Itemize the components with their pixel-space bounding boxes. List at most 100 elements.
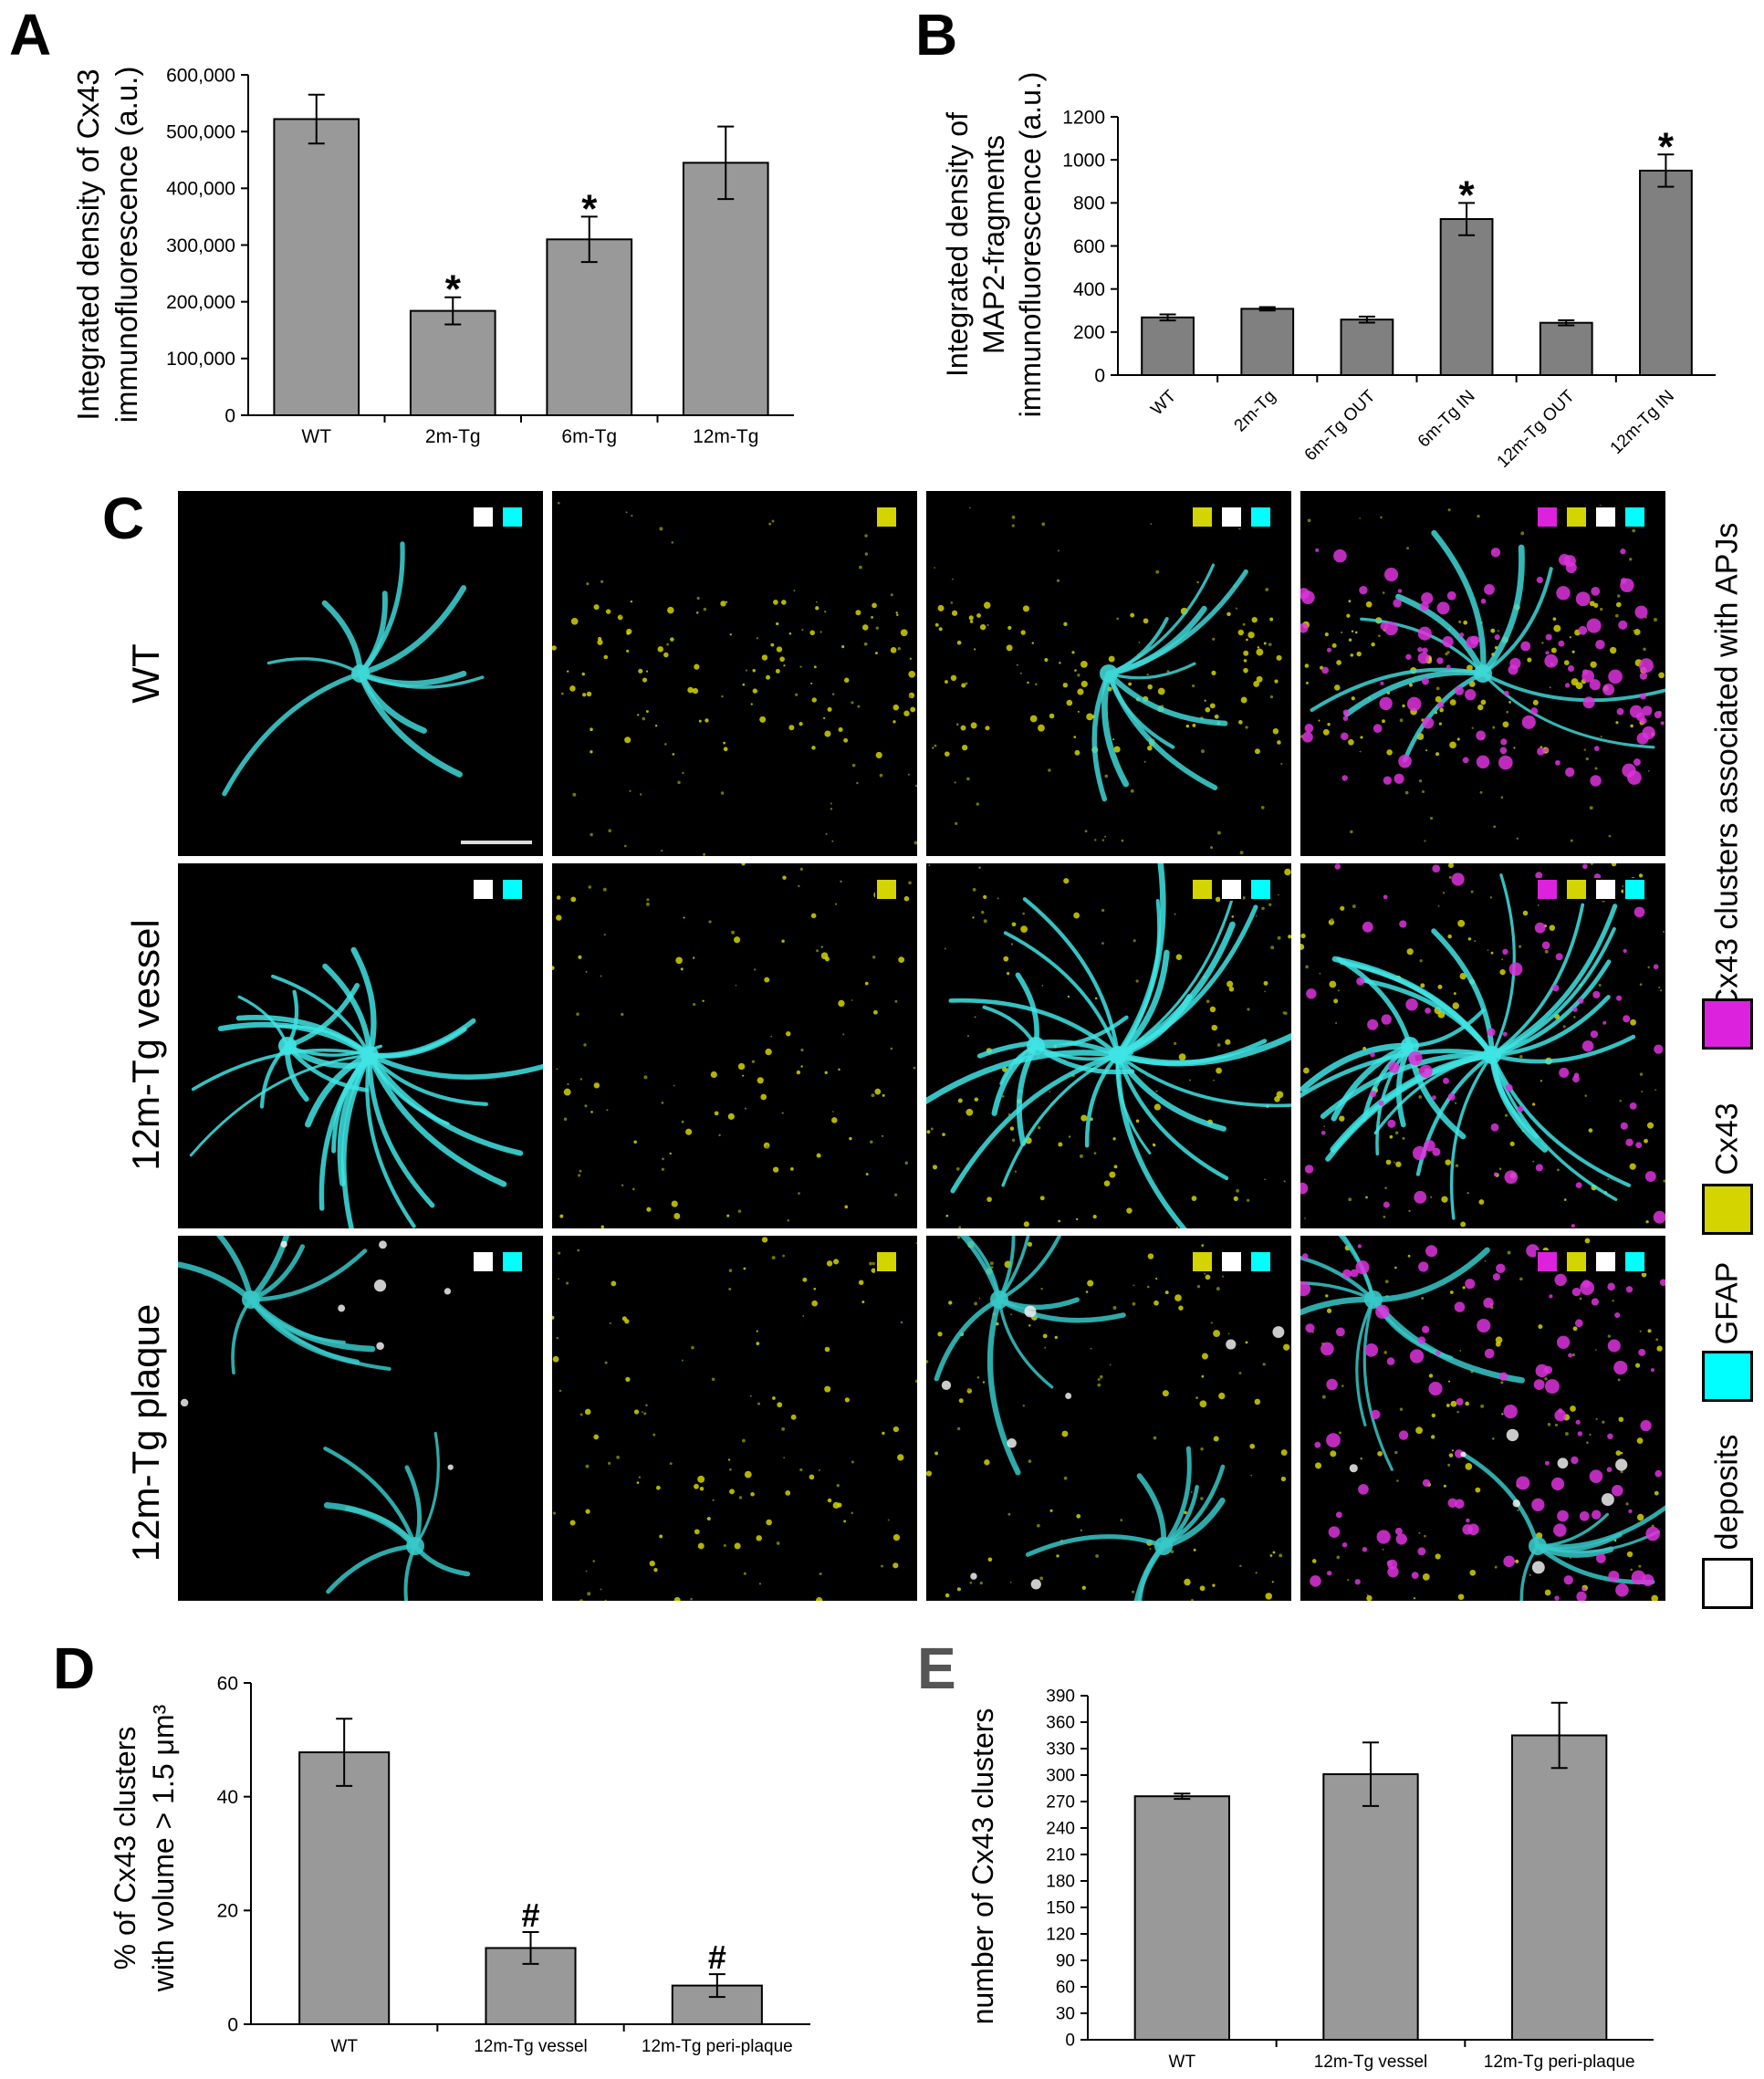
fluorescent-puncta [608,829,611,832]
astrocyte-soma [1529,1537,1547,1555]
fluorescent-puncta [1211,1024,1218,1031]
fluorescent-puncta [680,967,684,971]
fluorescent-puncta [577,1248,580,1252]
fluorescent-puncta [694,663,700,670]
fluorescent-puncta [1347,1579,1350,1582]
fluorescent-puncta [1608,834,1612,838]
panel-letter-d: D [53,1635,96,1701]
fluorescent-puncta [1254,748,1260,755]
fluorescent-puncta [1080,1529,1083,1532]
fluorescent-puncta [1300,588,1310,600]
fluorescent-puncta [1535,872,1543,880]
y-tick-label: 270 [1046,1793,1075,1813]
gfap-process [1136,1473,1167,1549]
micro-layer [178,1236,471,1601]
fluorescent-puncta [1211,670,1216,675]
fluorescent-puncta [785,1489,791,1496]
fluorescent-puncta [1562,1025,1566,1029]
fluorescent-puncta [1243,667,1248,674]
fluorescent-puncta [1360,1457,1362,1460]
fluorescent-puncta [1071,651,1075,654]
legend-label-cx43: Cx43 [1709,1102,1745,1175]
fluorescent-puncta [1618,1416,1624,1423]
fluorescent-puncta [756,1342,760,1346]
fluorescent-puncta [1653,964,1659,970]
fluorescent-puncta [721,695,724,698]
fluorescent-puncta [1175,1226,1179,1228]
fluorescent-puncta [875,751,882,758]
fluorescent-puncta [600,1225,605,1228]
fluorescent-puncta [1590,661,1597,668]
fluorescent-puncta [582,693,587,697]
fluorescent-puncta [1629,558,1633,561]
fluorescent-puncta [1476,730,1487,741]
fluorescent-puncta [1418,1261,1429,1272]
fluorescent-puncta [974,1301,978,1306]
fluorescent-puncta [1493,1172,1498,1176]
fluorescent-puncta [875,626,879,630]
fluorescent-puncta [1419,959,1423,963]
fluorescent-puncta [819,1572,822,1576]
fluorescent-puncta [825,832,828,835]
fluorescent-puncta [799,665,802,668]
fluorescent-puncta [1315,548,1320,552]
fluorescent-puncta [1455,1499,1465,1510]
astrocyte-soma [278,1037,297,1055]
fluorescent-puncta [1153,1436,1157,1440]
fluorescent-puncta [1101,942,1104,945]
x-tick-label: 6m-Tg IN [1414,387,1479,452]
fluorescent-puncta [1321,666,1330,674]
fluorescent-puncta [1341,775,1348,781]
fluorescent-puncta [1104,774,1109,778]
fluorescent-puncta [824,956,830,962]
fluorescent-puncta [1445,1159,1452,1165]
fluorescent-puncta [926,1470,933,1477]
fluorescent-puncta [708,920,712,924]
fluorescent-puncta [621,1316,627,1322]
fluorescent-puncta [590,1111,593,1113]
fluorescent-puncta [1414,1190,1427,1204]
gfap-process [1489,959,1612,1058]
fluorescent-puncta [1379,696,1393,711]
fluorescent-puncta [1505,1083,1513,1092]
fluorescent-puncta [856,781,859,785]
fluorescent-puncta [1644,1171,1656,1182]
fluorescent-puncta [1200,1497,1204,1500]
fluorescent-puncta [1575,591,1591,607]
fluorescent-puncta [711,1377,715,1382]
fluorescent-puncta [781,600,787,605]
fluorescent-puncta [1214,714,1219,719]
fluorescent-puncta [1340,732,1349,741]
fluorescent-puncta [1576,1591,1587,1601]
fluorescent-puncta [636,1481,640,1485]
fluorescent-puncta [590,750,593,754]
fluorescent-puncta [1255,1572,1258,1574]
gfap-process [1116,1053,1291,1108]
legend-swatch-gfap [1702,1351,1753,1402]
fluorescent-puncta [938,627,943,632]
fluorescent-puncta [956,1587,961,1592]
fluorescent-puncta [1499,747,1508,755]
fluorescent-puncta [892,720,896,724]
fluorescent-puncta [903,710,910,716]
fluorescent-puncta [1614,613,1619,618]
fluorescent-puncta [909,657,912,660]
channel-chip [1220,1250,1243,1273]
fluorescent-puncta [841,644,845,649]
gfap-process [1481,672,1655,749]
fluorescent-puncta [735,984,737,987]
fluorescent-puncta [1385,1159,1392,1165]
fluorescent-puncta [570,896,577,903]
fluorescent-puncta [1271,1581,1274,1583]
fluorescent-puncta [1636,1513,1644,1521]
fluorescent-puncta [960,725,966,731]
fluorescent-puncta [624,737,631,744]
fluorescent-puncta [1396,1479,1399,1482]
fluorescent-puncta [1600,607,1603,611]
significance-mark: * [1459,172,1476,217]
fluorescent-puncta [1475,1487,1481,1493]
fluorescent-puncta [1601,1493,1614,1507]
fluorescent-puncta [1584,1094,1588,1097]
fluorescent-puncta [1503,1555,1515,1568]
fluorescent-puncta [1584,1238,1591,1244]
